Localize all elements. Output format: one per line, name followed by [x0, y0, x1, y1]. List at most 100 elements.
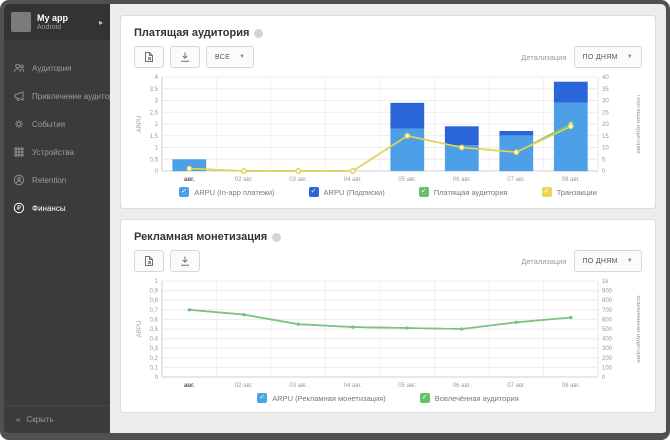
svg-text:200: 200 — [602, 356, 613, 362]
svg-text:06 авг.: 06 авг. — [453, 177, 471, 183]
svg-text:Платящая аудитория: Платящая аудитория — [635, 94, 640, 153]
svg-text:1k: 1k — [602, 279, 609, 285]
filter-value: ВСЕ — [215, 53, 231, 61]
checkbox-icon[interactable]: ✓ — [541, 187, 552, 197]
sidebar-item-audience[interactable]: Аудитория — [4, 54, 110, 82]
svg-text:07 авг.: 07 авг. — [507, 177, 525, 183]
panel-title-row: Рекламная монетизация — [134, 230, 642, 244]
svg-text:03 авг.: 03 авг. — [289, 177, 307, 183]
svg-text:04 авг.: 04 авг. — [344, 383, 362, 389]
svg-text:02 авг.: 02 авг. — [235, 383, 253, 389]
checkbox-icon[interactable]: ✓ — [418, 187, 429, 197]
gear-icon — [15, 120, 23, 128]
svg-text:4: 4 — [155, 75, 159, 81]
sidebar-item-acquisition[interactable]: Привлечение аудитории — [4, 82, 110, 110]
download-icon — [181, 52, 189, 62]
info-icon[interactable] — [254, 28, 264, 38]
svg-text:05 авг.: 05 авг. — [398, 177, 416, 183]
svg-text:0,9: 0,9 — [150, 289, 159, 295]
svg-text:0,7: 0,7 — [150, 308, 159, 314]
chevron-right-icon: ▸ — [98, 17, 103, 27]
svg-text:03 авг.: 03 авг. — [289, 383, 307, 389]
sidebar-item-label: Устройства — [32, 147, 74, 157]
legend-item-arpu-subscriptions[interactable]: ✓ ARPU (Подписки) — [308, 187, 385, 197]
sidebar: My app Android ▸ Аудитория Привлечение а… — [4, 4, 110, 433]
svg-text:3: 3 — [155, 99, 159, 105]
svg-text:10: 10 — [602, 146, 609, 152]
svg-text:30: 30 — [602, 99, 609, 105]
svg-text:2,5: 2,5 — [150, 110, 159, 116]
svg-text:₽: ₽ — [17, 204, 22, 212]
svg-text:07 авг.: 07 авг. — [507, 383, 525, 389]
svg-text:ARPU: ARPU — [137, 321, 143, 338]
svg-text:1: 1 — [155, 146, 159, 152]
detail-group: Детализация ПО ДНЯМ ▼ — [521, 46, 642, 68]
legend-item-transactions[interactable]: ✓ Транзакции — [541, 187, 597, 197]
svg-text:08 авг.: 08 авг. — [562, 177, 580, 183]
sidebar-item-retention[interactable]: Retention — [4, 166, 110, 194]
svg-text:1,5: 1,5 — [150, 134, 159, 140]
svg-text:0,6: 0,6 — [150, 317, 159, 323]
svg-text:0: 0 — [602, 375, 606, 381]
collapse-sidebar-button[interactable]: « Скрыть — [4, 405, 110, 433]
chevron-down-icon: ▼ — [626, 54, 633, 60]
svg-text:35: 35 — [602, 87, 609, 93]
svg-text:0,4: 0,4 — [150, 337, 159, 343]
legend-label: Платящая аудитория — [433, 187, 508, 197]
svg-text:02 авг.: 02 авг. — [235, 177, 253, 183]
people-icon — [14, 63, 25, 73]
legend-item-arpu-ads[interactable]: ✓ ARPU (Рекламная монетизация) — [257, 393, 386, 403]
detail-value: ПО ДНЯМ — [582, 53, 618, 61]
legend-item-paying-audience[interactable]: ✓ Платящая аудитория — [418, 187, 508, 197]
toolbar: Детализация ПО ДНЯМ ▼ — [134, 250, 642, 272]
svg-text:ARPU: ARPU — [137, 116, 143, 133]
sidebar-item-label: Retention — [32, 175, 67, 185]
svg-text:06 авг.: 06 авг. — [453, 383, 471, 389]
svg-text:40: 40 — [602, 75, 609, 81]
svg-text:600: 600 — [602, 317, 613, 323]
app-meta: My app Android — [37, 13, 68, 32]
paying-audience-chart: 4 3,5 3 2,5 2 1,5 1 0,5 0 40 35 30 25 20 15 10 5 0 авг. 02 … — [137, 75, 640, 183]
detail-label: Детализация — [521, 256, 567, 266]
checkbox-icon[interactable]: ✓ — [257, 393, 268, 403]
detail-dropdown[interactable]: ПО ДНЯМ ▼ — [573, 250, 642, 272]
sidebar-nav: Аудитория Привлечение аудитории События … — [4, 40, 110, 405]
export-report-button[interactable] — [134, 250, 164, 272]
detail-dropdown[interactable]: ПО ДНЯМ ▼ — [573, 46, 642, 68]
svg-text:1: 1 — [155, 279, 159, 285]
svg-text:400: 400 — [602, 337, 613, 343]
sidebar-item-devices[interactable]: Устройства — [4, 138, 110, 166]
app-name: My app — [37, 12, 69, 23]
filter-dropdown[interactable]: ВСЕ ▼ — [206, 46, 255, 68]
person-circle-icon — [13, 174, 25, 186]
panel-title: Платящая аудитория — [134, 27, 250, 39]
svg-text:0,5: 0,5 — [150, 327, 159, 333]
checkbox-icon[interactable]: ✓ — [308, 187, 319, 197]
legend-label: ARPU (Рекламная монетизация) — [272, 393, 386, 403]
svg-text:08 авг.: 08 авг. — [562, 383, 580, 389]
download-button[interactable] — [170, 250, 200, 272]
svg-text:0,8: 0,8 — [150, 298, 159, 304]
legend-item-arpu-inapp[interactable]: ✓ ARPU (In-app платежи) — [179, 187, 275, 197]
download-button[interactable] — [170, 46, 200, 68]
svg-text:2: 2 — [155, 122, 159, 128]
ruble-icon: ₽ — [13, 202, 25, 214]
main-content: Платящая аудитория ВСЕ ▼ Детализация ПО — [110, 4, 666, 433]
sidebar-item-finance[interactable]: ₽ Финансы — [4, 194, 110, 222]
panel-title: Рекламная монетизация — [134, 231, 268, 243]
svg-text:800: 800 — [602, 298, 613, 304]
checkbox-icon[interactable]: ✓ — [419, 393, 430, 403]
sidebar-item-label: События — [32, 119, 66, 129]
sidebar-item-events[interactable]: События — [4, 110, 110, 138]
export-report-button[interactable] — [134, 46, 164, 68]
checkbox-icon[interactable]: ✓ — [179, 187, 190, 197]
legend-item-engaged-audience[interactable]: ✓ Вовлечённая аудитория — [419, 393, 519, 403]
info-icon[interactable] — [272, 232, 282, 242]
chart-legend: ✓ ARPU (Рекламная монетизация) ✓ Вовлечё… — [134, 392, 642, 404]
svg-text:0,1: 0,1 — [150, 365, 159, 371]
app-switcher[interactable]: My app Android ▸ — [4, 4, 110, 40]
panel-ad-monetization: Рекламная монетизация Детализация ПО ДНЯ… — [120, 219, 656, 413]
collapse-icon: « — [16, 415, 21, 424]
svg-text:3,5: 3,5 — [150, 87, 159, 93]
toolbar: ВСЕ ▼ Детализация ПО ДНЯМ ▼ — [134, 46, 642, 68]
